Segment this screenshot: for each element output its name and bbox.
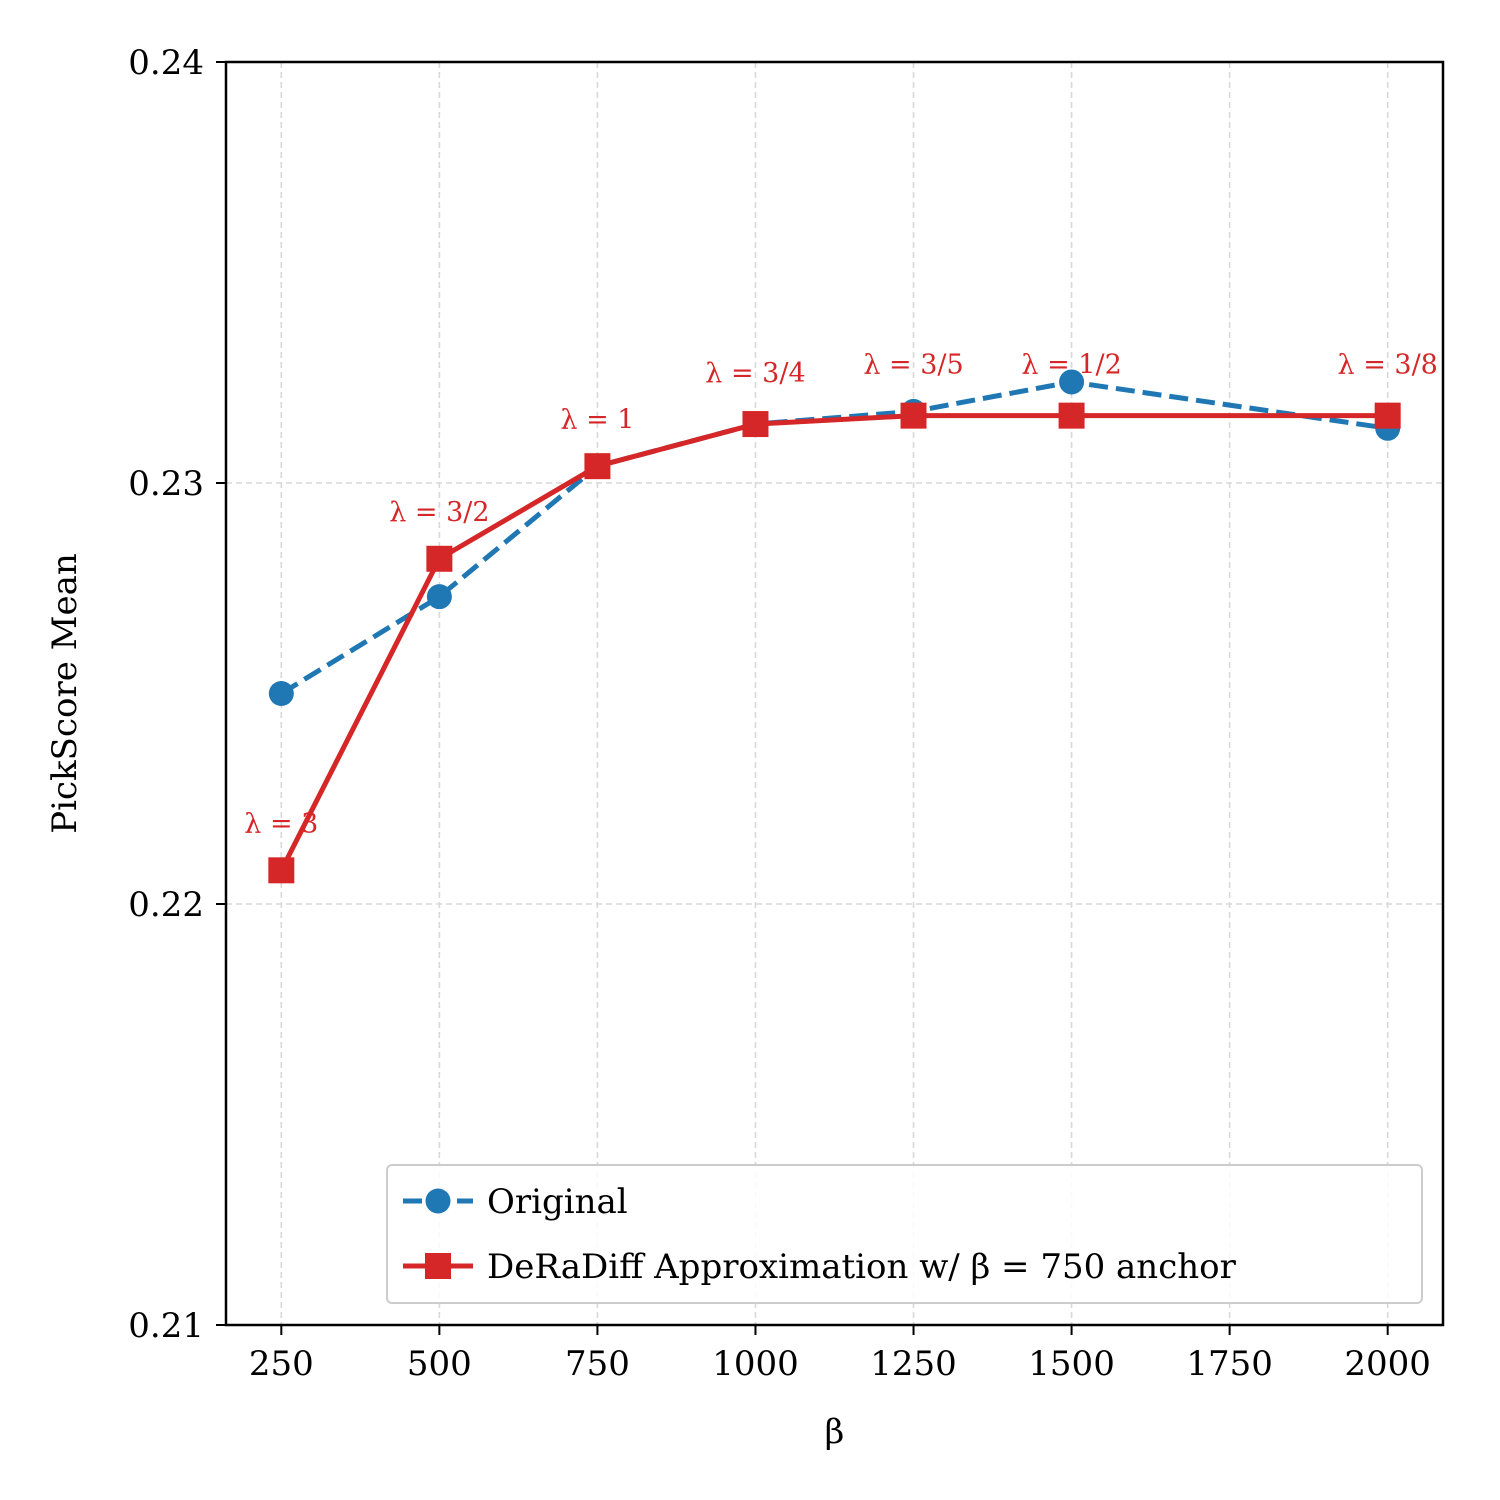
y-tick-label: 0.23: [128, 464, 204, 504]
x-tick-label: 1250: [870, 1344, 957, 1384]
data-point-square: [426, 545, 453, 572]
plot-frame: [224, 60, 1445, 1327]
lambda-annotation: λ = 3/8: [1338, 350, 1438, 381]
lambda-annotation: λ = 3: [244, 808, 318, 839]
y-tick-label: 0.21: [128, 1306, 204, 1346]
x-tick-label: 250: [249, 1344, 314, 1384]
lambda-annotation: λ = 1: [560, 404, 634, 435]
y-tick-label: 0.22: [128, 885, 204, 925]
series-layer: [268, 369, 1401, 884]
data-point-circle: [268, 681, 294, 706]
lambda-annotation: λ = 1/2: [1021, 350, 1121, 381]
series-deradiff: [268, 402, 1401, 884]
lambda-annotation: λ = 3/5: [863, 350, 963, 381]
axes: 250 500 750 1000 1250 1500 1750 2000 0.21 0.22 0.2…: [128, 43, 1431, 1384]
x-tick-label: 1750: [1186, 1344, 1273, 1384]
legend-marker-square: [425, 1253, 451, 1279]
data-point-square: [1058, 402, 1085, 429]
lambda-annotation: λ = 3/4: [705, 358, 805, 389]
x-tick-label: 1500: [1028, 1344, 1115, 1384]
annotations: λ = 3 λ = 3/2 λ = 1 λ = 3/4 λ = 3/5 λ = 1/2 λ …: [244, 350, 1438, 840]
data-point-square: [900, 402, 927, 429]
data-point-circle: [1059, 369, 1085, 395]
legend-marker-circle: [425, 1188, 451, 1214]
legend-label: Original: [487, 1182, 628, 1222]
data-point-square: [584, 453, 611, 480]
y-tick-label: 0.24: [128, 43, 204, 83]
lambda-annotation: λ = 3/2: [389, 497, 489, 528]
x-tick-label: 500: [407, 1344, 472, 1384]
legend-label: DeRaDiff Approximation w/ β = 750 anchor: [487, 1247, 1237, 1287]
x-tick-label: 1000: [712, 1344, 799, 1384]
data-point-square: [268, 857, 295, 884]
data-point-square: [1374, 402, 1401, 429]
legend: Original DeRaDiff Approximation w/ β = 75…: [386, 1164, 1423, 1304]
legend-entry: Original: [403, 1182, 628, 1222]
y-axis-label: PickScore Mean: [45, 553, 85, 833]
legend-box: [386, 1164, 1423, 1304]
data-point-circle: [426, 584, 452, 610]
data-point-square: [742, 411, 769, 438]
x-tick-label: 2000: [1344, 1344, 1431, 1384]
x-axis-label: β: [825, 1412, 845, 1452]
x-tick-label: 750: [565, 1344, 630, 1384]
legend-entry: DeRaDiff Approximation w/ β = 750 anchor: [403, 1247, 1237, 1287]
